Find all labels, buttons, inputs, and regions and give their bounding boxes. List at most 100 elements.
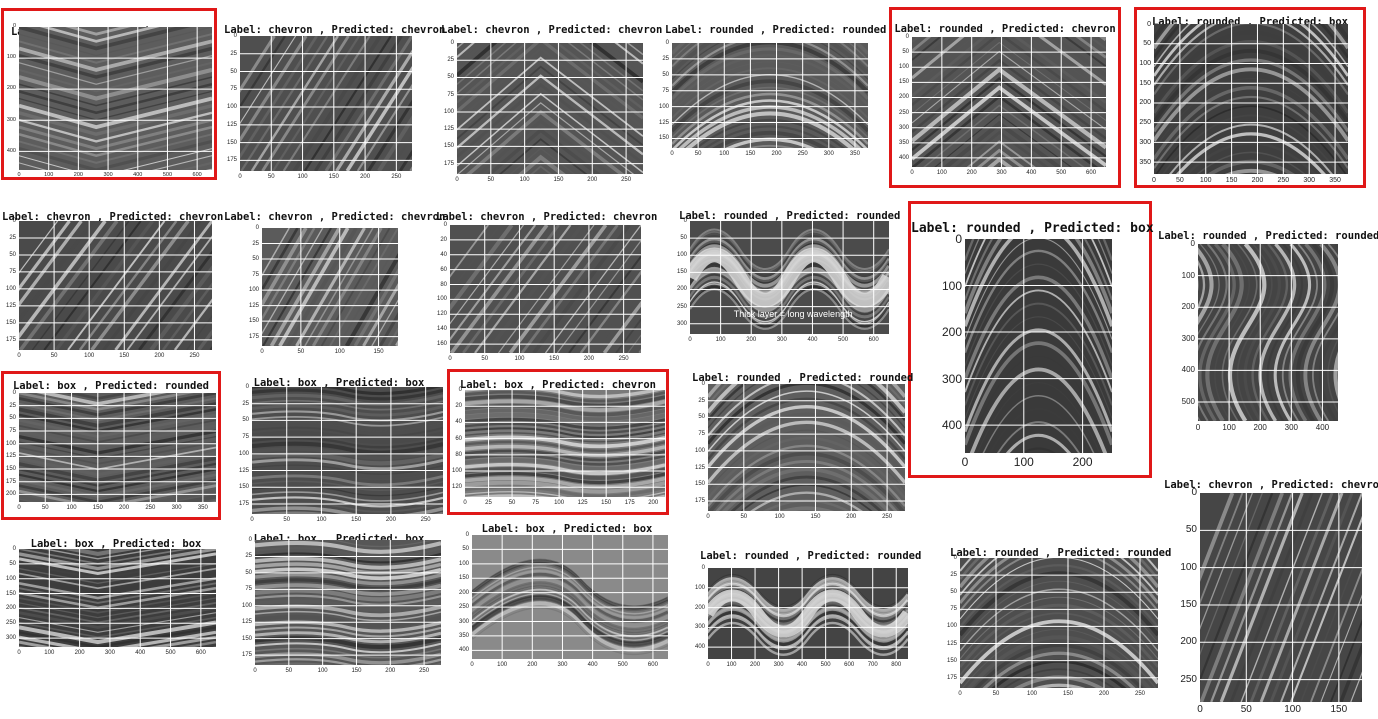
x-tick-label: 150 <box>351 517 362 523</box>
y-tick-label: 20 <box>455 403 462 410</box>
x-tick-label: 100 <box>84 353 95 359</box>
x-tick-label: 200 <box>1251 177 1264 184</box>
fold-texture <box>240 36 412 171</box>
y-tick-label: 350 <box>898 139 909 146</box>
panel-title: Label: rounded , Predicted: rounded <box>950 547 1171 559</box>
x-tick-label: 400 <box>797 662 808 668</box>
x-tick-label: 100 <box>514 356 525 362</box>
y-tick-label: 100 <box>238 450 249 457</box>
x-tick-label: 75 <box>532 500 539 506</box>
fold-texture <box>19 27 212 170</box>
rock-fold-image <box>912 37 1106 167</box>
x-tick-label: 25 <box>485 500 492 506</box>
y-tick-label: 50 <box>698 414 705 421</box>
x-tick-label: 300 <box>171 505 182 511</box>
x-tick-label: 100 <box>44 172 54 178</box>
x-tick-label: 250 <box>882 514 893 520</box>
x-tick-label: 0 <box>958 691 962 697</box>
true-label: rounded <box>744 550 789 562</box>
y-tick-label: 25 <box>230 50 237 57</box>
prediction-panel: Label: chevron , Predicted: chevron <box>224 14 445 184</box>
predicted-label: box <box>1130 221 1154 236</box>
y-tick-label: 400 <box>898 154 909 161</box>
y-tick-label: 150 <box>5 590 16 597</box>
x-tick-label: 300 <box>557 662 568 668</box>
rock-fold-image <box>252 387 443 514</box>
x-tick-label: 100 <box>554 500 565 506</box>
x-tick-label: 400 <box>1315 423 1330 432</box>
y-tick-label: 250 <box>5 620 16 627</box>
x-tick-label: 200 <box>966 170 977 176</box>
rock-fold-image <box>708 384 905 511</box>
fold-texture <box>965 239 1112 453</box>
y-tick-label: 75 <box>9 268 16 275</box>
predicted-label: rounded <box>164 380 209 392</box>
y-tick-label: 75 <box>245 586 252 593</box>
y-tick-label: 20 <box>440 236 447 243</box>
title-prefix: Label: <box>253 377 298 389</box>
x-tick-label: 250 <box>621 177 632 183</box>
y-tick-label: 25 <box>245 553 252 560</box>
x-tick-label: 600 <box>868 337 879 343</box>
x-tick-label: 100 <box>316 517 327 523</box>
y-tick-label: 75 <box>950 606 957 613</box>
y-tick-label: 400 <box>6 147 16 154</box>
x-tick-label: 400 <box>135 650 146 656</box>
y-tick-label: 125 <box>5 302 16 309</box>
title-prefix: Label: <box>911 221 966 236</box>
x-tick-label: 0 <box>706 514 710 520</box>
misclassified-panel: Label: box , Predicted: chevron <box>447 369 669 515</box>
y-tick-label: 100 <box>1139 59 1151 67</box>
x-tick-label: 100 <box>1026 691 1037 697</box>
fold-texture <box>19 549 216 647</box>
title-separator: , Predicted: <box>753 24 843 36</box>
y-tick-label: 100 <box>5 440 16 447</box>
y-tick-label: 60 <box>455 435 462 442</box>
x-tick-label: 150 <box>553 177 564 183</box>
rock-fold-image <box>457 43 643 174</box>
prediction-panel: Label: chevron , Predicted: chevron <box>224 200 445 370</box>
y-tick-label: 50 <box>950 589 957 596</box>
x-tick-label: 0 <box>463 500 467 506</box>
predicted-label: chevron <box>613 211 658 223</box>
y-tick-label: 100 <box>694 447 705 454</box>
x-tick-label: 100 <box>715 337 726 343</box>
y-tick-label: 400 <box>694 644 705 651</box>
predicted-label: box <box>182 538 202 550</box>
fold-texture <box>1198 244 1338 421</box>
y-tick-label: 50 <box>662 71 669 78</box>
prediction-panel: Label: rounded , Predicted: rounded <box>700 540 921 670</box>
rock-fold-image <box>19 549 216 647</box>
y-tick-label: 75 <box>698 431 705 438</box>
x-tick-label: 50 <box>508 500 516 506</box>
x-tick-label: 600 <box>192 172 202 178</box>
y-tick-label: 125 <box>226 121 237 128</box>
y-tick-label: 25 <box>9 402 16 409</box>
y-tick-label: 50 <box>9 415 16 422</box>
x-tick-label: 50 <box>285 668 293 674</box>
title-prefix: Label: <box>12 380 58 392</box>
x-tick-label: 100 <box>719 151 730 157</box>
prediction-panel: Label: chevron , Predicted: chevron <box>1164 471 1378 716</box>
y-tick-label: 50 <box>242 417 249 424</box>
x-tick-label: 50 <box>481 356 489 362</box>
y-tick-label: 150 <box>458 575 469 582</box>
title-separator: , Predicted: <box>312 24 402 36</box>
panel-title: Label: chevron , Predicted: chevron <box>224 24 445 36</box>
fold-texture <box>1154 24 1348 174</box>
y-tick-label: 100 <box>1180 561 1197 573</box>
x-tick-label: 500 <box>617 662 628 668</box>
prediction-panel: Label: chevron , Predicted: chevron <box>441 14 662 184</box>
x-tick-label: 200 <box>73 172 83 178</box>
fold-texture <box>262 228 398 346</box>
x-tick-label: 50 <box>740 514 748 520</box>
x-tick-label: 400 <box>1026 170 1037 176</box>
y-tick-label: 175 <box>226 157 237 164</box>
y-tick-label: 0 <box>233 33 237 39</box>
fold-texture <box>255 540 441 665</box>
y-tick-label: 125 <box>694 464 705 471</box>
x-tick-label: 100 <box>774 514 785 520</box>
x-tick-label: 0 <box>1197 704 1203 715</box>
x-tick-label: 250 <box>419 668 430 674</box>
y-tick-label: 150 <box>694 481 705 488</box>
